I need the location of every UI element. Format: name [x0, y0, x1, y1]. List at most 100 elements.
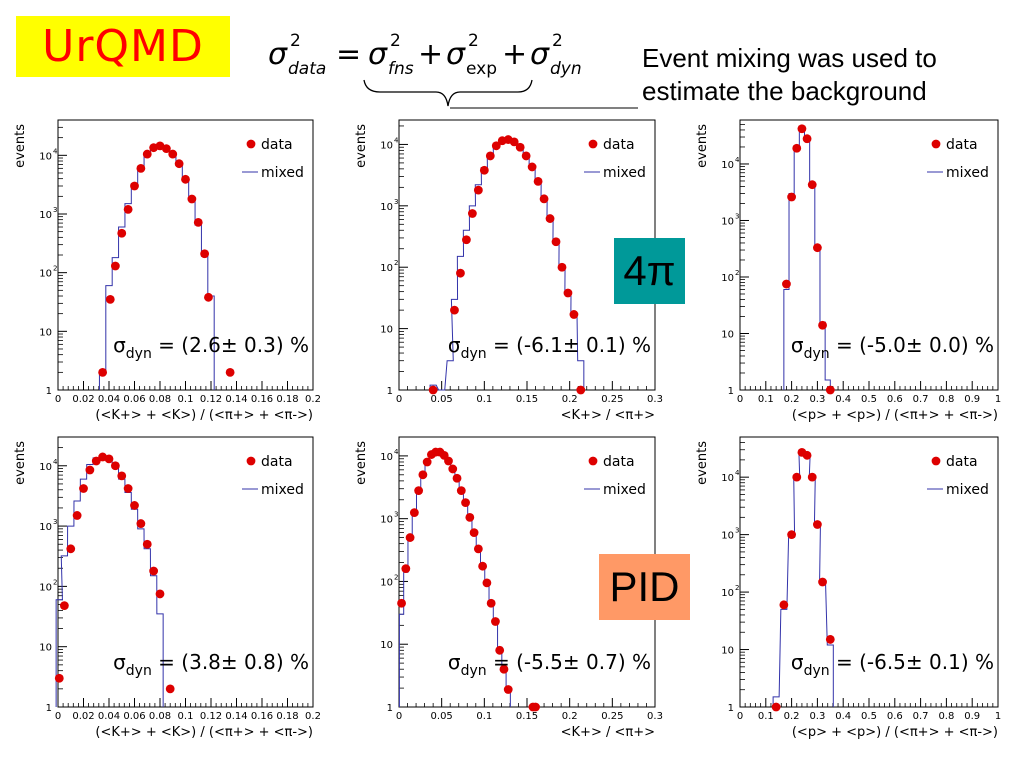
legend-mixed-label: mixed	[603, 482, 646, 498]
legend-data-label: data	[946, 137, 978, 153]
x-tick-label: 0.7	[913, 394, 929, 405]
data-point	[422, 457, 432, 467]
x-tick-label: 0.25	[601, 711, 623, 722]
formula-term-exp: exp	[466, 59, 497, 79]
data-point	[142, 539, 152, 549]
x-tick-label: 0.1	[476, 394, 492, 405]
x-tick-label: 0	[55, 394, 61, 405]
x-tick-label: 0	[55, 711, 61, 722]
data-point	[503, 685, 513, 694]
x-tick-label: 0.04	[98, 394, 120, 405]
svg-text:σ: σ	[368, 37, 388, 72]
data-point	[787, 530, 796, 540]
data-point	[539, 194, 549, 204]
data-point	[117, 471, 127, 481]
data-point	[825, 385, 835, 395]
y-tick-label: 10	[39, 210, 52, 221]
sigma-dyn-label: σdyn = (3.8± 0.8) %	[113, 650, 309, 679]
data-point	[818, 320, 827, 330]
data-point	[165, 684, 175, 694]
x-tick-label: 0.1	[178, 394, 194, 405]
y-tick-label: 10	[721, 473, 734, 484]
data-point	[181, 174, 190, 184]
y-tick-label: 10	[380, 577, 393, 588]
x-tick-label: 0.9	[964, 711, 980, 722]
data-point	[509, 137, 519, 147]
x-tick-label: 0.4	[835, 394, 851, 405]
data-point	[405, 533, 415, 542]
x-tick-label: 0.18	[276, 711, 298, 722]
data-point	[117, 228, 127, 238]
data-point	[569, 310, 579, 319]
y-tick-label: 1	[46, 386, 52, 397]
legend-data-label: data	[946, 454, 978, 470]
note-line-1: Event mixing was used to	[642, 43, 937, 73]
y-tick-exponent: 2	[53, 578, 57, 586]
legend-data-marker	[931, 456, 941, 466]
y-tick-label: 1	[387, 703, 393, 714]
data-point	[792, 472, 802, 482]
formula-lhs: data	[288, 59, 326, 79]
data-point	[779, 600, 789, 610]
sigma-dyn-label: σdyn = (-6.5± 0.1) %	[791, 650, 994, 679]
data-point	[813, 243, 822, 253]
svg-text:σ: σ	[446, 37, 466, 72]
data-point	[521, 151, 531, 161]
x-tick-label: 0.05	[431, 711, 453, 722]
data-point	[110, 461, 120, 471]
y-tick-exponent: 4	[735, 156, 740, 164]
data-point	[771, 702, 781, 712]
y-axis-label: events	[695, 441, 710, 485]
data-point	[123, 484, 133, 493]
data-point	[130, 501, 139, 510]
y-tick-label: 10	[380, 452, 393, 463]
x-tick-label: 0.2	[562, 711, 578, 722]
sigma-formula: σ 2 data = σ 2 fns + σ 2 exp + σ 2 dyn	[268, 31, 638, 109]
data-point	[462, 235, 471, 245]
data-point	[136, 519, 146, 528]
y-axis-label: events	[695, 124, 710, 168]
data-point	[200, 249, 210, 259]
svg-text:σ: σ	[530, 37, 550, 72]
data-point	[461, 498, 470, 508]
x-tick-label: 0.02	[72, 394, 94, 405]
data-point	[409, 508, 419, 517]
y-tick-label: 10	[39, 327, 52, 338]
data-point	[456, 268, 465, 278]
y-tick-exponent: 2	[53, 265, 57, 273]
x-tick-label: 0.05	[431, 394, 453, 405]
sigma-dyn-label: σdyn = (-5.0± 0.0) %	[791, 333, 994, 362]
legend-data-marker	[931, 139, 941, 149]
x-axis-label: (<p> + <p>) / (<π+> + <π->)	[792, 725, 998, 740]
data-point	[110, 261, 120, 271]
x-tick-label: 0.06	[123, 711, 145, 722]
data-point	[486, 598, 496, 608]
legend-data-marker	[246, 456, 256, 466]
legend-mixed-label: mixed	[261, 482, 304, 498]
y-tick-exponent: 3	[53, 206, 57, 214]
x-tick-label: 0.9	[964, 394, 980, 405]
data-point	[499, 664, 509, 674]
x-tick-label: 0	[396, 711, 402, 722]
legend-data-label: data	[261, 137, 293, 153]
x-tick-label: 0.12	[200, 711, 222, 722]
data-point	[168, 149, 178, 159]
y-tick-exponent: 4	[394, 136, 399, 144]
data-point	[187, 194, 197, 204]
y-tick-label: 10	[721, 216, 734, 227]
data-point	[527, 162, 537, 172]
data-point	[792, 143, 802, 153]
x-tick-label: 0.6	[887, 394, 903, 405]
y-axis-label: events	[13, 124, 28, 168]
y-tick-exponent: 2	[394, 573, 398, 581]
data-point	[204, 292, 213, 302]
data-point	[576, 385, 586, 395]
x-tick-label: 1	[995, 711, 1001, 722]
x-tick-label: 0.5	[861, 394, 877, 405]
data-point	[456, 486, 466, 496]
y-tick-label: 10	[721, 329, 734, 340]
x-axis-label: (<p> + <p>) / (<π+> + <π->)	[792, 408, 998, 423]
